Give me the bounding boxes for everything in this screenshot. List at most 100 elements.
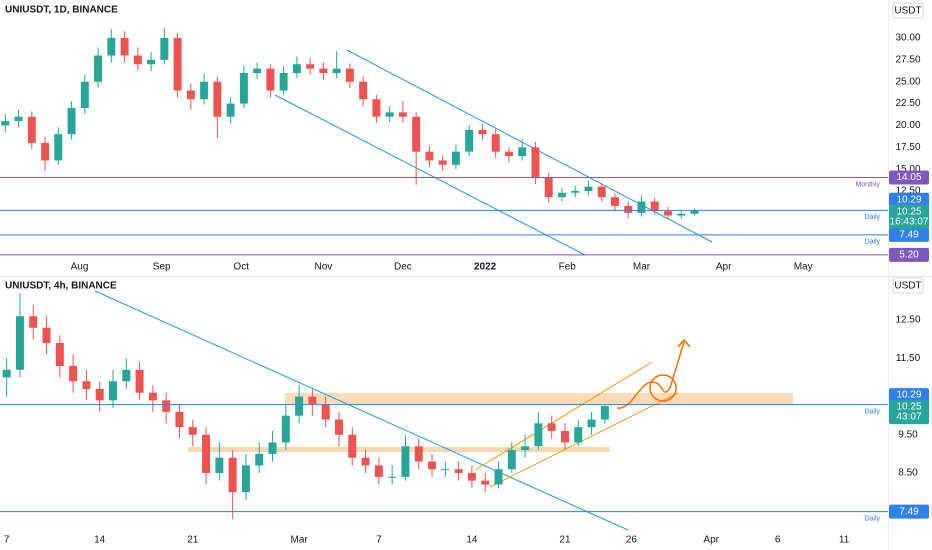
candle-body <box>279 73 288 91</box>
candle-body <box>491 134 500 152</box>
y-tick-label: 11.50 <box>896 353 921 364</box>
candle-body <box>332 68 341 74</box>
candle-body <box>295 396 304 416</box>
price-tag-label: 7.49 <box>899 229 919 240</box>
x-tick-label: May <box>794 262 813 273</box>
level-label: Daily <box>864 239 880 246</box>
candle-body <box>465 129 474 152</box>
candle-body <box>398 112 407 117</box>
candle-body <box>14 116 23 122</box>
x-tick-label: 11 <box>839 535 850 546</box>
candle-body <box>348 434 357 458</box>
candle-body <box>521 446 530 451</box>
candle-body <box>587 419 596 428</box>
y-tick-label: 25.00 <box>895 76 920 87</box>
candle-body <box>133 55 142 65</box>
candle-body <box>584 186 593 192</box>
candle-body <box>95 388 104 401</box>
x-tick-label: Apr <box>716 262 732 273</box>
countdown: 16:43:07 <box>890 216 929 227</box>
candle-body <box>518 147 527 157</box>
candle-body <box>241 465 250 493</box>
candle-body <box>507 450 516 470</box>
candle-body <box>425 151 434 161</box>
channel-line <box>489 392 679 488</box>
candle-body <box>281 415 290 443</box>
y-tick-label: 22.50 <box>895 98 920 109</box>
candle-body <box>372 99 381 117</box>
x-tick-label: 14 <box>466 535 478 546</box>
candle-body <box>162 400 171 412</box>
candle-body <box>600 406 609 420</box>
channel-line <box>474 361 653 471</box>
pane-top: UNIUSDT, 1D, BINANCE USDT 12.50 15.00 17.5… <box>0 2 929 273</box>
trend-line <box>94 290 629 531</box>
candle-body <box>534 423 543 447</box>
candle-body <box>334 419 343 435</box>
x-tick-label: 26 <box>626 535 638 546</box>
candle-body <box>359 81 368 100</box>
candle-body <box>55 343 64 366</box>
y-tick-label: 17.50 <box>895 142 920 153</box>
support-zone <box>188 447 610 452</box>
x-tick-label: 14 <box>94 535 106 546</box>
price-tag-label: 10.29 <box>896 390 921 401</box>
y-tick-label: 20.00 <box>895 120 920 131</box>
candle-body <box>80 81 89 108</box>
currency-box <box>892 277 924 294</box>
last-price-tag <box>889 400 929 425</box>
candle-body <box>226 103 235 117</box>
candle-body <box>401 446 410 477</box>
candle-body <box>467 473 476 481</box>
candle-body <box>15 316 24 370</box>
candle-body <box>319 68 328 74</box>
candle-body <box>186 90 195 100</box>
y-tick-label: 12.50 <box>895 186 920 197</box>
candle-body <box>414 446 423 462</box>
y-tick-label: 30.00 <box>895 33 920 44</box>
candle-body <box>557 192 566 198</box>
price-tag-label: 10.29 <box>896 194 921 205</box>
price-tag <box>889 227 929 242</box>
candle-body <box>385 112 394 117</box>
candle-body <box>1 121 10 126</box>
y-tick-label: 8.50 <box>898 468 918 479</box>
x-tick-label: Oct <box>233 262 249 273</box>
candle-body <box>571 191 580 193</box>
level-label: Monthly <box>855 181 880 188</box>
x-tick-label: Dec <box>394 262 412 273</box>
y-tick-label: 27.50 <box>895 55 920 66</box>
candle-body <box>664 211 672 216</box>
trend-line <box>274 94 586 256</box>
candle-body <box>200 81 209 100</box>
x-tick-label: 7 <box>4 535 10 546</box>
candle-body <box>255 453 264 466</box>
candle-body <box>215 457 224 474</box>
candle-body <box>122 369 131 382</box>
x-tick-label: Nov <box>314 262 332 273</box>
candle-body <box>202 434 211 474</box>
candle-body <box>120 38 129 56</box>
currency-box <box>892 2 924 19</box>
candle-body <box>67 107 76 135</box>
candle-body <box>188 427 197 435</box>
candle-body <box>547 423 556 431</box>
candle-body <box>306 64 315 69</box>
candle-body <box>268 442 277 454</box>
candle-body <box>544 177 553 198</box>
candle-body <box>374 465 383 477</box>
candle-body <box>253 68 262 74</box>
x-tick-label: Mar <box>633 262 651 273</box>
price-tag <box>889 388 929 403</box>
x-tick-label: Mar <box>290 535 308 546</box>
trend-line <box>346 49 713 243</box>
price-tag-label: 14.05 <box>896 172 921 183</box>
currency: USDT <box>894 6 921 17</box>
candle-body <box>94 55 103 82</box>
candle-body <box>228 457 237 493</box>
candle-body <box>560 430 569 443</box>
candle-body <box>41 142 50 161</box>
candle-body <box>412 116 421 152</box>
y-tick-label: 9.50 <box>898 429 918 440</box>
candle-body <box>574 427 583 443</box>
